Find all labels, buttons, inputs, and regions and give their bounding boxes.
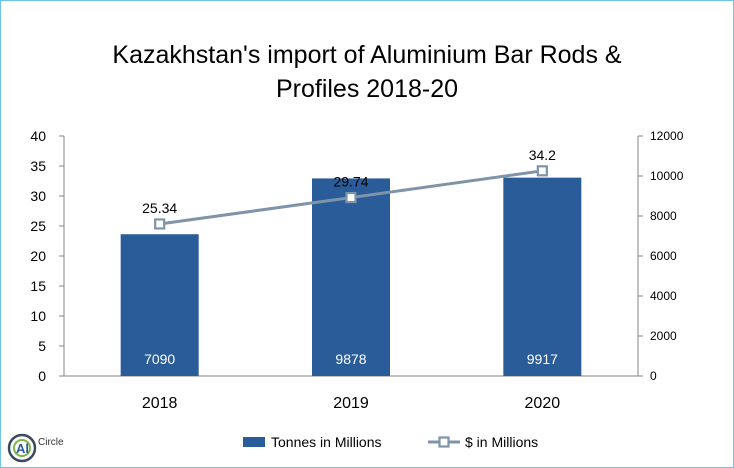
- y-right-tick-label: 10000: [650, 169, 684, 183]
- line-marker: [536, 165, 548, 177]
- legend-label-line: $ in Millions: [465, 434, 538, 450]
- legend-swatch-bars: [243, 437, 265, 447]
- x-tick-label: 2018: [142, 395, 178, 412]
- y-left-tick-label: 30: [30, 188, 46, 204]
- line-data-label: 34.2: [529, 147, 556, 163]
- y-left-tick-label: 5: [38, 338, 46, 354]
- legend-swatch-marker: [438, 436, 450, 448]
- chart-title-line2: Profiles 2018-20: [275, 75, 459, 103]
- bar: [503, 177, 582, 376]
- bar: [120, 234, 199, 376]
- chart-title: Kazakhstan's import of Aluminium Bar Rod…: [0, 38, 734, 106]
- svg-text:Al: Al: [16, 441, 29, 456]
- y-right-tick-label: 2000: [650, 329, 677, 343]
- bar-data-label: 9917: [527, 351, 558, 367]
- y-left-tick-label: 0: [38, 368, 46, 384]
- alcircle-logo: Al Circle: [7, 433, 64, 463]
- x-tick-label: 2019: [333, 395, 369, 412]
- x-tick-label: 2020: [525, 395, 561, 412]
- y-left-tick-label: 25: [30, 218, 46, 234]
- y-right-tick-label: 4000: [650, 289, 677, 303]
- y-left-tick-label: 35: [30, 158, 46, 174]
- line-marker: [345, 191, 357, 204]
- svg-text:Circle: Circle: [38, 437, 64, 448]
- y-right-tick-label: 6000: [650, 249, 677, 263]
- y-left-tick-label: 20: [30, 248, 46, 264]
- legend-label-bars: Tonnes in Millions: [271, 434, 382, 450]
- y-right-tick-label: 12000: [650, 129, 684, 143]
- y-right-tick-label: 0: [650, 369, 657, 383]
- line-marker: [154, 218, 166, 230]
- chart-title-line1: Kazakhstan's import of Aluminium Bar Rod…: [112, 41, 622, 69]
- line-data-label: 25.34: [142, 200, 177, 216]
- bar: [312, 178, 390, 376]
- y-left-tick-label: 15: [30, 278, 46, 294]
- bar-data-label: 9878: [335, 351, 366, 367]
- y-left-tick-label: 10: [30, 308, 46, 324]
- y-right-tick-label: 8000: [650, 209, 677, 223]
- line-data-label: 29.74: [333, 174, 368, 190]
- bar-data-label: 7090: [144, 351, 175, 367]
- y-left-tick-label: 40: [30, 128, 46, 144]
